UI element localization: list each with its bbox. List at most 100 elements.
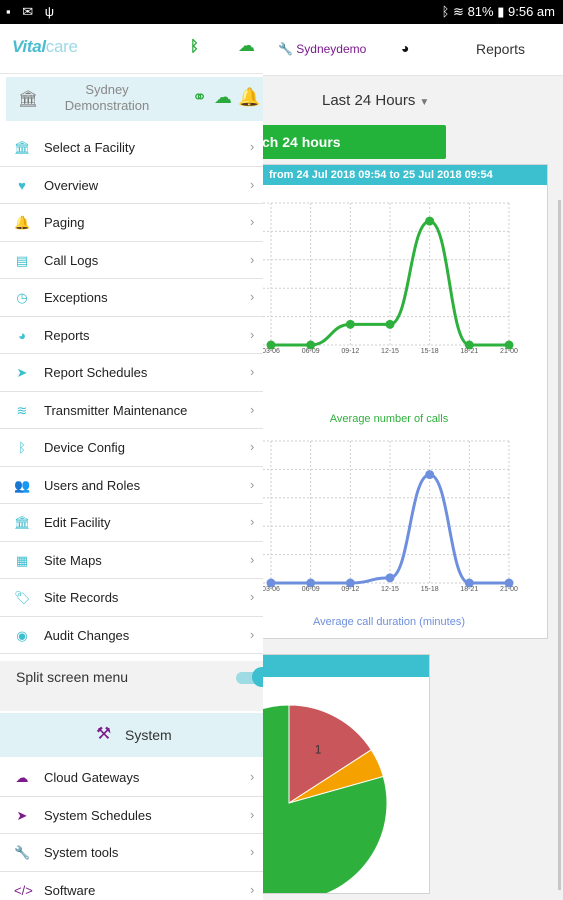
menu-item-edit-facility[interactable]: 🏛 Edit Facility › [0,504,263,542]
bluetooth-status-icon: ᛒ [441,4,450,19]
system-item-cloud-gateways[interactable]: ☁ Cloud Gateways › [0,759,263,797]
menu-item-label: Transmitter Maintenance [44,402,188,418]
menu-item-label: Audit Changes [44,627,130,643]
menu-item-site-maps[interactable]: ▦ Site Maps › [0,542,263,579]
clock: 9:56 am [508,4,555,19]
data-point[interactable] [345,578,355,588]
link-icon[interactable]: ⚭ [192,87,208,107]
x-tick-label: 06-09 [302,586,320,593]
time-range-select[interactable]: Last 24 Hours ▼ [322,92,429,109]
data-point[interactable] [385,319,395,329]
split-screen-toggle-knob[interactable] [252,667,263,687]
caret-down-icon: ▼ [419,97,430,108]
facility-name-line1: Sydney [85,82,129,97]
system-menu: ☁ Cloud Gateways › ➤ System Schedules › 🔧 Syste… [0,759,263,900]
data-point[interactable] [504,340,514,350]
data-point[interactable] [266,340,276,350]
bell-icon: 🔔 [14,215,31,230]
chevron-right-icon: › [250,401,255,417]
menu-item-exceptions[interactable]: ◷ Exceptions › [0,279,263,317]
x-tick-label: 03-06 [262,348,280,355]
menu-item-label: Overview [44,177,99,193]
data-point[interactable] [504,578,514,588]
data-point[interactable] [266,578,276,588]
system-item-system-schedules[interactable]: ➤ System Schedules › [0,797,263,834]
chevron-right-icon: › [250,769,255,784]
data-point[interactable] [345,319,355,329]
pie-chart-icon[interactable]: ◕ [401,40,410,56]
bluetooth-icon[interactable]: ᛒ [190,38,200,55]
wifi-icon: ≋ [16,402,28,418]
chevron-right-icon: › [250,326,255,342]
code-icon: </> [14,882,33,898]
cloud-download-icon[interactable]: ☁ [238,36,255,55]
menu-item-label: Edit Facility [44,515,111,530]
battery-level: 81% [467,4,494,19]
cloud-download-icon[interactable]: ☁ [214,87,232,107]
menu-item-select-a-facility[interactable]: 🏛 Select a Facility › [0,129,263,167]
x-tick-label: 09-12 [341,348,359,355]
scrollbar[interactable] [558,200,561,890]
menu-item-users-and-roles[interactable]: 👥 Users and Roles › [0,467,263,504]
chevron-right-icon: › [250,439,255,454]
data-point[interactable] [464,578,474,588]
system-item-system-tools[interactable]: 🔧 System tools › [0,834,263,872]
data-point[interactable] [385,573,395,583]
heart-pulse-icon: ♥ [18,177,26,193]
menu-item-site-records[interactable]: 🏷 Site Records › [0,579,263,617]
system-item-label: System tools [44,845,119,860]
menu-item-label: Site Records [44,590,119,605]
menu-item-label: Call Logs [44,252,99,268]
calls-chart-label: Average number of calls [329,413,449,425]
report-panel: from 24 Jul 2018 09:54 to 25 Jul 2018 09… [230,164,548,639]
time-range-value: Last 24 Hours [322,92,416,109]
status-bar: ▪ ✉ ψ ᛒ ≋ 81% ▮ 9:56 am [0,0,563,24]
reports-title[interactable]: Reports [476,41,526,57]
report-period-header: from 24 Jul 2018 09:54 to 25 Jul 2018 09… [231,165,547,185]
map-icon: ▦ [15,552,29,568]
system-item-label: Software [44,882,96,898]
x-tick-label: 18-21 [460,586,478,593]
menu-item-paging[interactable]: 🔔 Paging › [0,204,263,242]
chevron-right-icon: › [250,214,255,229]
chevron-right-icon: › [250,289,255,304]
calls-line-chart: 03-06 06-09 09-12 12-15 15-18 18-21 21-00 [251,202,518,355]
pie-slice[interactable] [231,704,388,894]
menu-item-label: Reports [44,327,90,343]
pie-slice[interactable] [288,704,373,804]
menu-item-label: Exceptions [44,290,108,305]
menu-item-report-schedules[interactable]: ➤ Report Schedules › [0,354,263,392]
bell-icon[interactable]: 🔔 [238,87,261,107]
facility-link[interactable]: 🔧 Sydneydemo [278,42,367,56]
chevron-right-icon: › [250,364,255,379]
menu-item-label: Paging [44,215,85,230]
send-icon: ➤ [16,807,28,823]
system-item-software[interactable]: </> Software › [0,872,263,900]
data-point[interactable] [464,340,474,350]
data-point[interactable] [425,470,435,480]
data-point[interactable] [306,340,316,350]
system-section-header[interactable]: ⚒ System [0,713,263,757]
users-icon: 👥 [14,477,31,493]
status-right: ᛒ ≋ 81% ▮ 9:56 am [442,4,555,20]
chevron-right-icon: › [250,626,255,642]
drawer-menu: 🏛 Select a Facility › ♥ Overview › 🔔 Paging › ▤ Ca… [0,129,263,654]
chevron-right-icon: › [250,844,255,859]
menu-item-transmitter-maintenance[interactable]: ≋ Transmitter Maintenance › [0,392,263,429]
facility-name-line2: Demonstration [64,98,150,113]
menu-item-call-logs[interactable]: ▤ Call Logs › [0,242,263,279]
wifi-status-icon: ≋ [453,4,464,19]
data-point[interactable] [425,216,435,226]
fetch-button[interactable]: ch 24 hours [230,125,446,159]
x-tick-label: 18-21 [460,348,478,355]
app-main: 🔧 Sydneydemo ◕ Reports Last 24 Hours ▼ ch… [0,24,563,900]
menu-item-audit-changes[interactable]: ◉ Audit Changes › [0,617,263,654]
menu-item-label: Users and Roles [44,477,141,493]
menu-item-device-config[interactable]: ᛒ Device Config › [0,429,263,467]
duration-chart-label: Average call duration (minutes) [312,616,466,628]
vitalcare-logo: Vitalcare [12,37,78,57]
data-point[interactable] [306,578,316,588]
menu-item-overview[interactable]: ♥ Overview › [0,167,263,204]
menu-item-reports[interactable]: ◕ Reports › [0,317,263,354]
current-facility[interactable]: 🏛 Sydney Demonstration ⚭ ☁ 🔔 [6,77,263,121]
